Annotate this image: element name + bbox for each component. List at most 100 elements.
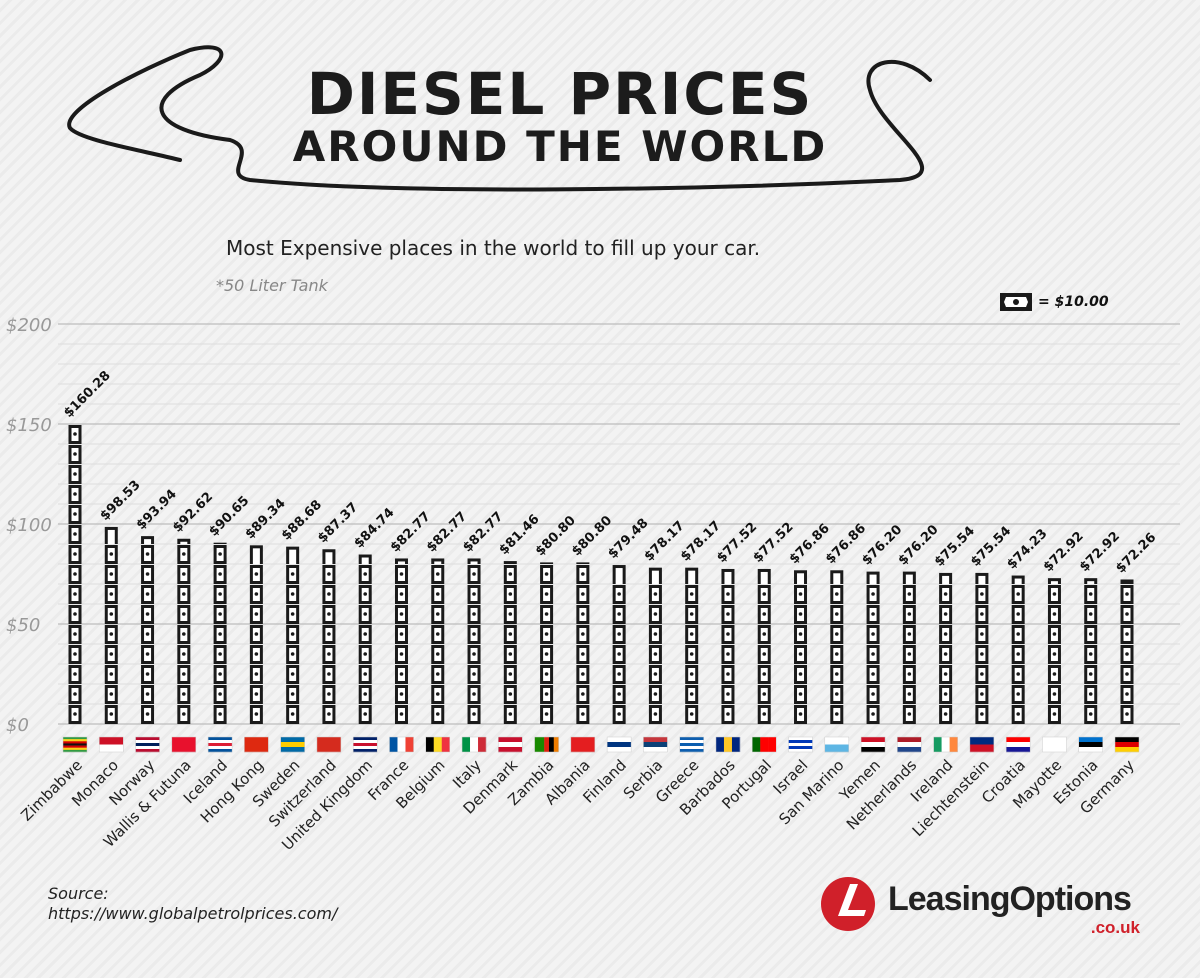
banknote-dot (871, 712, 875, 716)
logo-domain: .co.uk (1090, 918, 1140, 937)
source-url[interactable]: https://www.globalpetrolprices.com/ (48, 904, 338, 923)
flag-stripe (824, 744, 849, 753)
banknote-dot (943, 652, 948, 656)
flag-stripe (1078, 742, 1103, 748)
banknote-dot (254, 672, 259, 676)
flag-stripe (171, 744, 196, 753)
banknote-dot (581, 632, 585, 636)
banknote-dot (435, 652, 440, 656)
banknote-dot (798, 632, 803, 636)
banknote-dot (980, 592, 984, 596)
data-label: $160.28 (61, 368, 113, 420)
banknote-dot (472, 712, 476, 716)
flag-stripe (353, 737, 378, 741)
flag-wallis-futuna (171, 736, 197, 753)
banknote-dot (254, 632, 259, 636)
flag-border (933, 736, 958, 753)
flag-stripe (643, 742, 668, 748)
banknote-dot (435, 672, 440, 676)
banknote-dot (834, 652, 839, 656)
flag-united-kingdom (352, 736, 378, 753)
banknote-dot (363, 692, 368, 696)
banknote-dot (435, 692, 440, 696)
banknote-dot (617, 672, 621, 676)
logo-mark-icon (821, 877, 875, 931)
banknote-dot (145, 712, 150, 716)
banknote-dot (399, 592, 404, 596)
flag-stripe (498, 747, 523, 753)
banknote-dot (290, 712, 295, 716)
banknote-dot (1125, 612, 1129, 616)
banknote-dot (109, 712, 114, 716)
banknote-partial (177, 538, 191, 544)
flag-stripe (63, 745, 87, 748)
banknote-dot (109, 672, 114, 676)
banknote-dot (653, 612, 658, 616)
flag-stripe (679, 743, 704, 747)
bar-croatia: $74.23 (1004, 526, 1050, 724)
flag-denmark (498, 736, 523, 753)
banknote-dot (218, 692, 222, 696)
flag-iceland (207, 736, 233, 753)
banknote-dot (73, 672, 77, 676)
banknote-dot (399, 572, 404, 576)
banknote-dot (1052, 692, 1057, 696)
banknote-partial (503, 561, 517, 564)
banknote-dot (73, 592, 77, 596)
flag-stripe (570, 744, 595, 753)
bar-serbia: $78.17 (642, 518, 688, 724)
banknote-partial-inner (978, 575, 986, 584)
banknote-dot (617, 712, 621, 716)
banknote-dot (290, 592, 295, 596)
flag-italy (461, 736, 487, 753)
flag-stripe (135, 737, 160, 741)
bar-netherlands: $76.20 (896, 522, 942, 724)
flag-zambia (534, 736, 559, 753)
flag-hong-kong (244, 736, 269, 753)
flag-stripe (1115, 742, 1139, 748)
banknote-dot (472, 692, 476, 696)
banknote-partial-inner (144, 539, 152, 544)
banknote-dot (762, 632, 767, 636)
banknote-dot (617, 632, 621, 636)
banknote-dot (581, 692, 585, 696)
banknote-dot (907, 692, 912, 696)
banknote-dot (109, 632, 114, 636)
banknote-dot (363, 592, 368, 596)
banknote-dot (435, 632, 440, 636)
banknote-dot (726, 612, 730, 616)
banknote-dot (689, 612, 694, 616)
bar-greece: $78.17 (678, 518, 724, 724)
banknote-partial (540, 562, 554, 564)
bar-san-marino: $76.86 (823, 521, 869, 724)
flag-stripe (498, 737, 523, 743)
banknote-dot (544, 572, 549, 576)
banknote-icon (1000, 293, 1032, 311)
banknote-dot (943, 632, 948, 636)
banknote-dot (1125, 672, 1129, 676)
banknote-dot (435, 592, 440, 596)
banknote-partial-inner (760, 571, 768, 584)
banknote-partial-inner (797, 573, 805, 584)
flag-stripe (544, 737, 550, 752)
banknote-dot (73, 652, 77, 656)
flag-border (135, 736, 160, 753)
flag-stripe (425, 737, 434, 752)
flag-stripe (679, 746, 704, 750)
banknote-partial-inner (289, 549, 297, 564)
bar-portugal: $77.52 (750, 520, 797, 724)
flag-stripe (280, 747, 305, 753)
flag-stripe (897, 747, 922, 753)
flag-stripe (280, 742, 305, 748)
bar-norway: $93.94 (134, 487, 180, 724)
banknote-dot (617, 612, 621, 616)
banknote-dot (581, 572, 585, 576)
banknote-dot (726, 632, 730, 636)
data-label: $98.53 (97, 478, 143, 524)
banknote-dot (834, 592, 839, 596)
banknote-dot (290, 612, 295, 616)
banknote-dot (1052, 632, 1057, 636)
flag-stripe (63, 741, 87, 744)
